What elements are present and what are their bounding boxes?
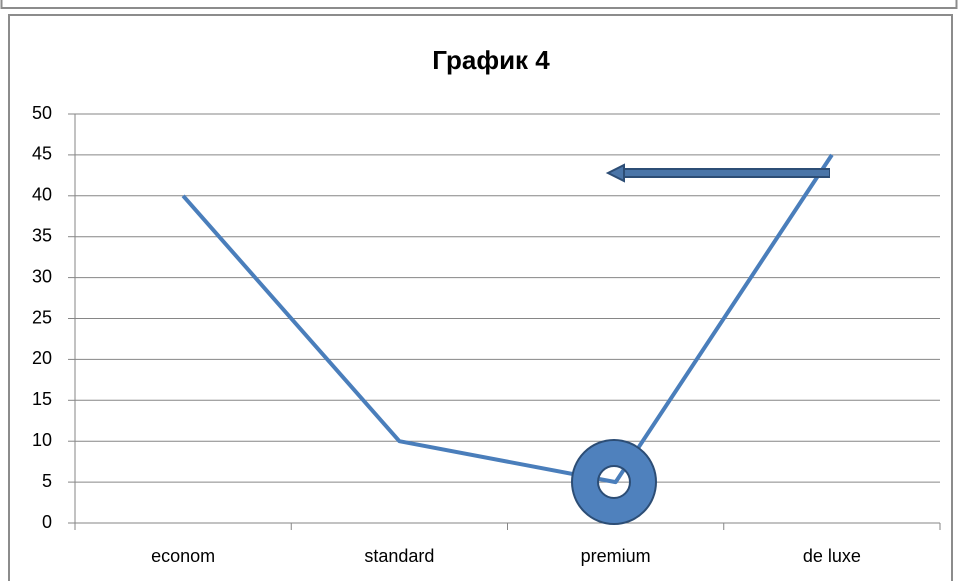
y-tick-label: 30 (32, 266, 52, 286)
x-tick-label: standard (364, 546, 434, 566)
y-tick-label: 40 (32, 185, 52, 205)
y-tick-label: 10 (32, 430, 52, 450)
arrow-head (605, 163, 625, 183)
top-frame (0, 0, 958, 9)
chart-frame (8, 14, 953, 581)
y-tick-label: 35 (32, 225, 52, 245)
ring-highlight (573, 441, 655, 523)
annotations (571, 163, 830, 525)
x-tick-label: premium (581, 546, 651, 566)
x-tick-label: de luxe (803, 546, 861, 566)
y-tick-label: 20 (32, 348, 52, 368)
grid: 0 5 10 15 20 25 30 35 40 45 50 econom standard premiu… (32, 103, 941, 566)
y-tick-label: 5 (42, 471, 52, 491)
data-line (181, 153, 834, 485)
y-tick-label: 45 (32, 144, 52, 164)
marks (181, 153, 834, 485)
y-tick-label: 50 (32, 103, 52, 123)
y-tick-label: 0 (42, 512, 52, 532)
y-tick-label: 25 (32, 307, 52, 327)
chart-title: График 4 (432, 45, 550, 75)
y-tick-label: 15 (32, 389, 52, 409)
x-tick-label: econom (151, 546, 215, 566)
